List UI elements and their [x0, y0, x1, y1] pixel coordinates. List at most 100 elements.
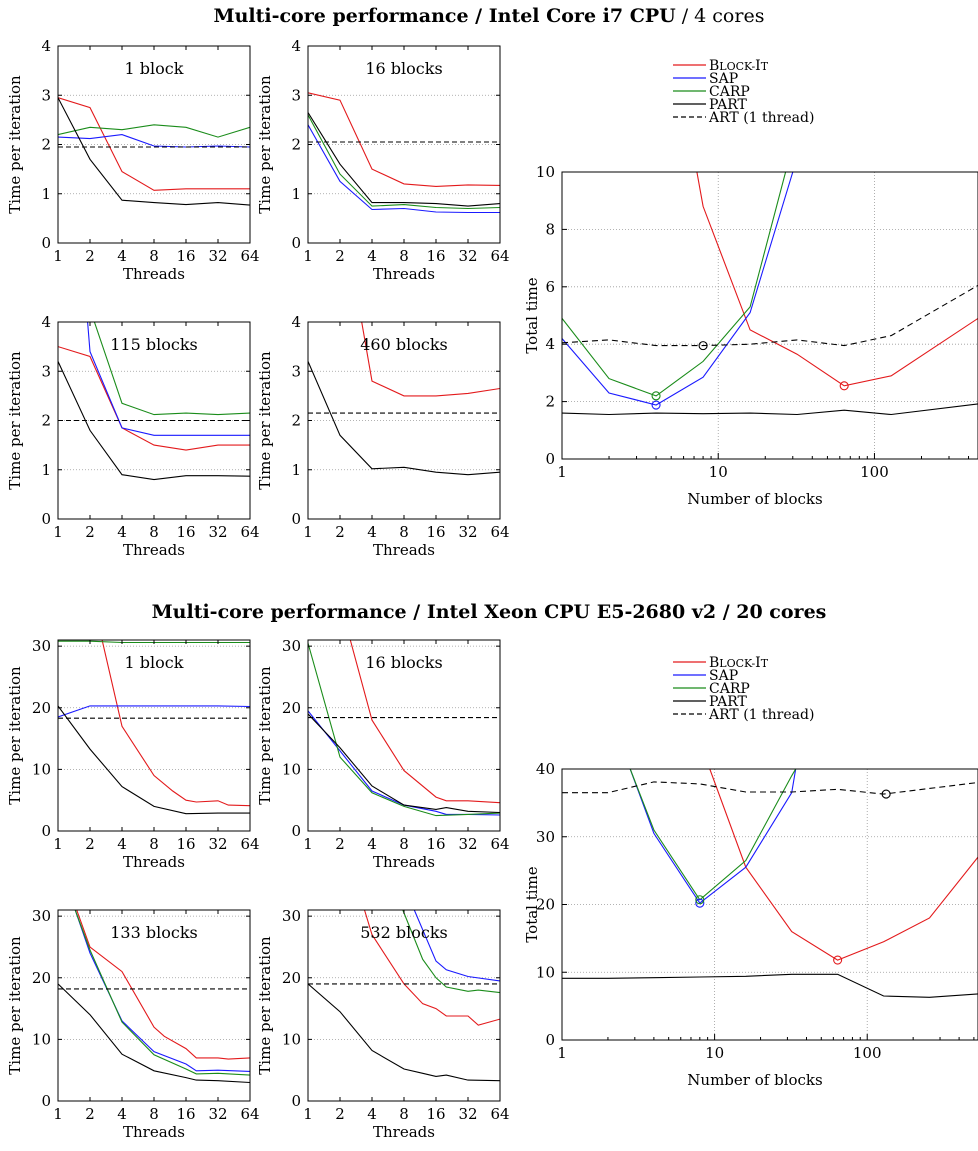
y-tick-label: 4: [291, 37, 301, 55]
series-line-block-it: [709, 769, 978, 961]
x-tick-label: 2: [335, 835, 345, 853]
y-axis-label: Time per iteration: [256, 936, 274, 1075]
legend-label-block-it: BLOCK-IT: [709, 58, 769, 74]
series-line-carp: [308, 114, 500, 210]
y-tick-label: 1: [291, 461, 301, 479]
x-axis-label: Threads: [123, 1123, 185, 1141]
x-tick-label: 32: [208, 835, 227, 853]
series-line-art-1-thread: [562, 781, 978, 795]
x-tick-label: 1: [53, 523, 63, 541]
series-line-art-1-thread: [562, 284, 978, 347]
series-line-block-it: [696, 172, 978, 387]
x-tick-label: 32: [208, 523, 227, 541]
legend-label-part: PART: [709, 97, 748, 113]
x-tick-label: 4: [117, 523, 127, 541]
series-line-sap: [74, 910, 250, 1072]
series-group: [308, 640, 500, 817]
y-axis-label: Time per iteration: [256, 351, 274, 490]
series-line-carp: [402, 910, 500, 994]
panel-title: 532 blocks: [360, 923, 447, 942]
y-tick-label: 3: [41, 86, 51, 104]
series-group: [308, 92, 500, 214]
series-line-sap: [58, 705, 250, 718]
x-tick-label: 64: [240, 523, 259, 541]
y-tick-label: 2: [41, 136, 51, 154]
y-tick-label: 2: [545, 393, 555, 411]
series-line-sap: [562, 172, 794, 406]
x-tick-label: 4: [117, 247, 127, 265]
series-line-block-it: [361, 322, 500, 397]
x-tick-label: 8: [399, 523, 409, 541]
series-line-carp: [629, 769, 797, 901]
x-axis-label: Number of blocks: [687, 1071, 822, 1089]
series-group: [58, 910, 250, 1084]
x-tick-label: 1: [557, 1044, 567, 1062]
y-tick-label: 10: [536, 163, 555, 181]
x-tick-label: 100: [860, 463, 889, 481]
x-axis-label: Threads: [123, 541, 185, 559]
series-line-part: [58, 361, 250, 481]
x-tick-label: 16: [176, 1105, 195, 1123]
x-tick-label: 1: [53, 247, 63, 265]
x-tick-label: 2: [85, 247, 95, 265]
y-tick-label: 0: [291, 1092, 301, 1110]
series-line-part: [58, 983, 250, 1084]
y-tick-label: 30: [282, 637, 301, 655]
y-axis-label: Time per iteration: [6, 351, 24, 490]
x-tick-label: 10: [705, 1044, 724, 1062]
x-tick-label: 4: [367, 247, 377, 265]
x-tick-label: 32: [458, 247, 477, 265]
section-title-i7: Multi-core performance / Intel Core i7 C…: [214, 5, 765, 27]
plot-frame: [561, 171, 978, 460]
x-tick-label: 16: [176, 247, 195, 265]
series-line-part: [308, 713, 500, 814]
y-tick-label: 4: [291, 313, 301, 331]
series-line-block-it: [349, 640, 500, 804]
y-tick-label: 30: [32, 637, 51, 655]
x-tick-label: 32: [458, 523, 477, 541]
x-tick-label: 1: [53, 1105, 63, 1123]
x-tick-label: 8: [149, 1105, 159, 1123]
y-tick-label: 3: [41, 362, 51, 380]
series-line-part: [58, 97, 250, 206]
y-tick-label: 30: [32, 907, 51, 925]
legend-label-carp: CARP: [709, 84, 750, 100]
x-tick-label: 2: [335, 1105, 345, 1123]
minimum-marker-carp: [651, 391, 661, 401]
y-axis-label: Total time: [523, 277, 541, 353]
y-tick-label: 20: [282, 969, 301, 987]
panel-title: 133 blocks: [110, 923, 197, 942]
y-tick-label: 0: [41, 234, 51, 252]
series-line-part: [308, 361, 500, 476]
x-tick-label: 4: [367, 1105, 377, 1123]
y-tick-label: 1: [291, 185, 301, 203]
series-group: [58, 97, 250, 206]
series-line-part: [308, 983, 500, 1082]
series-line-carp: [308, 642, 500, 817]
y-tick-label: 2: [41, 412, 51, 430]
x-tick-label: 8: [149, 247, 159, 265]
y-tick-label: 20: [282, 699, 301, 717]
y-tick-label: 10: [536, 963, 555, 981]
x-tick-label: 64: [490, 247, 509, 265]
panel-title: 16 blocks: [365, 59, 442, 78]
minimum-marker-sap: [651, 400, 661, 410]
legend-label-art-1-thread: ART (1 thread): [708, 110, 814, 126]
legend-label-part: PART: [709, 694, 748, 710]
x-tick-label: 2: [85, 523, 95, 541]
panel-title: 16 blocks: [365, 653, 442, 672]
series-line-sap: [308, 710, 500, 816]
y-axis-label: Time per iteration: [6, 936, 24, 1075]
y-tick-label: 40: [536, 760, 555, 778]
series-line-sap: [413, 910, 500, 982]
series-line-part: [562, 403, 978, 416]
series-line-block-it: [101, 640, 250, 807]
y-tick-label: 10: [32, 1030, 51, 1048]
x-tick-label: 32: [458, 835, 477, 853]
x-axis-label: Threads: [123, 853, 185, 871]
